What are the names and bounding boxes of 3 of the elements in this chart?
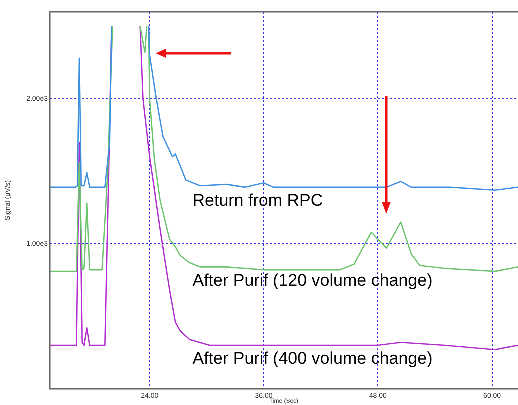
series-label: After Purif (400 volume change) bbox=[192, 349, 433, 368]
series-label: After Purif (120 volume change) bbox=[192, 270, 433, 290]
series-label: Return from RPC bbox=[192, 191, 324, 210]
